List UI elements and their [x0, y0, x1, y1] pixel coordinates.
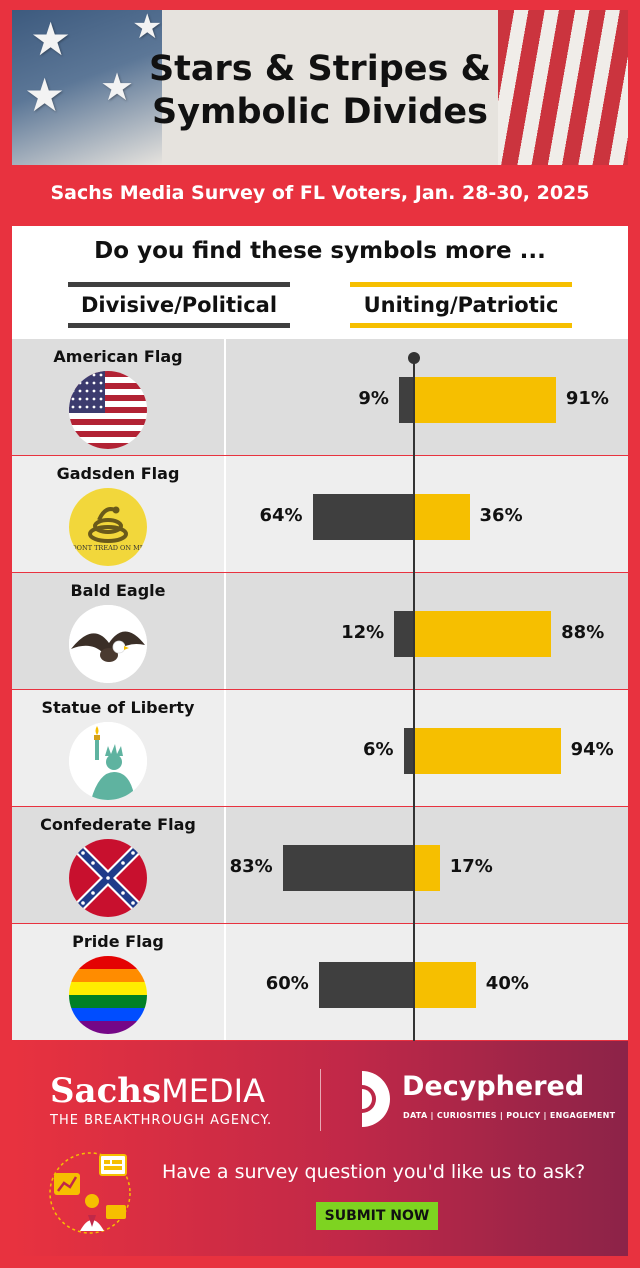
center-axis-line	[413, 357, 415, 1041]
bar-divisive	[398, 377, 413, 423]
label-divisive: 9%	[358, 388, 389, 409]
label-divisive: 83%	[229, 856, 273, 877]
question-panel: Do you find these symbols more ... Divis…	[12, 226, 628, 339]
american-flag-icon	[69, 371, 147, 449]
symbol-name: Bald Eagle	[70, 581, 166, 600]
bar-uniting	[413, 611, 552, 657]
bar-uniting	[413, 494, 470, 540]
logo-sachs: Sachs	[50, 1071, 162, 1111]
label-uniting: 17%	[449, 856, 493, 877]
decyphered-name: Decyphered	[402, 1071, 585, 1102]
decyphered-logo-icon[interactable]	[358, 1067, 394, 1131]
survey-banner: Sachs Media Survey of FL Voters, Jan. 28…	[12, 166, 628, 224]
bald-eagle-icon	[69, 605, 147, 683]
chart-row: Statue of Liberty 6% 94%	[12, 690, 628, 806]
gadsden-flag-icon: DONT TREAD ON ME	[69, 488, 147, 566]
label-divisive: 12%	[341, 622, 385, 643]
label-uniting: 91%	[565, 388, 609, 409]
symbol-cell: Confederate Flag	[12, 807, 226, 923]
star-icon: ★	[100, 65, 135, 109]
bar-divisive	[318, 962, 413, 1008]
legend-uniting: Uniting/Patriotic	[350, 282, 572, 328]
svg-text:DONT TREAD ON ME: DONT TREAD ON ME	[71, 544, 144, 552]
symbol-name: Pride Flag	[72, 932, 164, 951]
bar-uniting	[413, 728, 561, 774]
logo-media: MEDIA	[161, 1072, 265, 1110]
statue-of-liberty-icon	[69, 722, 147, 800]
symbol-cell: American Flag	[12, 339, 226, 455]
pride-flag-icon	[69, 956, 147, 1034]
survey-subtitle: Sachs Media Survey of FL Voters, Jan. 28…	[50, 182, 590, 204]
star-icon: ★	[30, 12, 72, 66]
hero-banner: ★ ★ ★ ★ Stars & Stripes & Symbolic Divid…	[12, 10, 628, 165]
flag-canton-graphic	[12, 10, 162, 165]
symbol-name: Gadsden Flag	[56, 464, 180, 483]
symbol-cell: Bald Eagle	[12, 573, 226, 689]
submit-now-button[interactable]: SUBMIT NOW	[316, 1202, 438, 1230]
survey-analysis-icon	[49, 1152, 131, 1234]
label-uniting: 36%	[479, 505, 523, 526]
title-line-2: Symbolic Divides	[151, 92, 488, 132]
symbol-cell: Gadsden Flag DONT TREAD ON ME	[12, 456, 226, 572]
question-text: Do you find these symbols more ...	[94, 238, 546, 264]
confederate-flag-icon	[69, 839, 147, 917]
legend-divisive: Divisive/Political	[68, 282, 290, 328]
bar-divisive	[403, 728, 413, 774]
label-uniting: 94%	[570, 739, 614, 760]
bar-divisive	[312, 494, 413, 540]
page-title: Stars & Stripes & Symbolic Divides	[112, 48, 528, 134]
bar-divisive	[394, 611, 413, 657]
chart-row: Pride Flag 60% 40%	[12, 924, 628, 1040]
footer-divider	[320, 1069, 321, 1131]
chart-row: Confederate Flag 83% 17%	[12, 807, 628, 923]
symbol-cell: Statue of Liberty	[12, 690, 226, 806]
sachs-media-logo[interactable]: SachsMEDIA THE BREAKTHROUGH AGENCY.	[50, 1071, 272, 1128]
label-divisive: 60%	[265, 973, 309, 994]
label-uniting: 40%	[485, 973, 529, 994]
chart-row: Bald Eagle 12% 88%	[12, 573, 628, 689]
chart-row: Gadsden Flag DONT TREAD ON ME 64% 36%	[12, 456, 628, 572]
flag-stripes-graphic	[498, 10, 628, 165]
label-divisive: 64%	[259, 505, 303, 526]
center-axis-dot	[408, 352, 420, 364]
symbol-name: Confederate Flag	[40, 815, 196, 834]
sachs-tagline: THE BREAKTHROUGH AGENCY.	[50, 1113, 273, 1128]
symbol-cell: Pride Flag	[12, 924, 226, 1040]
chart-rows: American Flag 9% 91% Gadsden Flag DONT TREAD…	[12, 339, 628, 1041]
label-uniting: 88%	[561, 622, 605, 643]
title-line-1: Stars & Stripes &	[148, 49, 492, 89]
bar-uniting	[413, 845, 440, 891]
symbol-name: American Flag	[53, 347, 183, 366]
bar-uniting	[413, 962, 476, 1008]
symbol-name: Statue of Liberty	[41, 698, 195, 717]
star-icon: ★	[24, 68, 66, 122]
chart-row: American Flag 9% 91%	[12, 339, 628, 455]
footer: SachsMEDIA THE BREAKTHROUGH AGENCY. Decy…	[12, 1041, 628, 1256]
decyphered-tagline: DATA | CURIOSITIES | POLICY | ENGAGEMENT	[403, 1111, 616, 1120]
bar-uniting	[413, 377, 556, 423]
star-icon: ★	[132, 10, 163, 47]
label-divisive: 6%	[363, 739, 394, 760]
bar-divisive	[282, 845, 413, 891]
cta-text: Have a survey question you'd like us to …	[162, 1161, 586, 1183]
